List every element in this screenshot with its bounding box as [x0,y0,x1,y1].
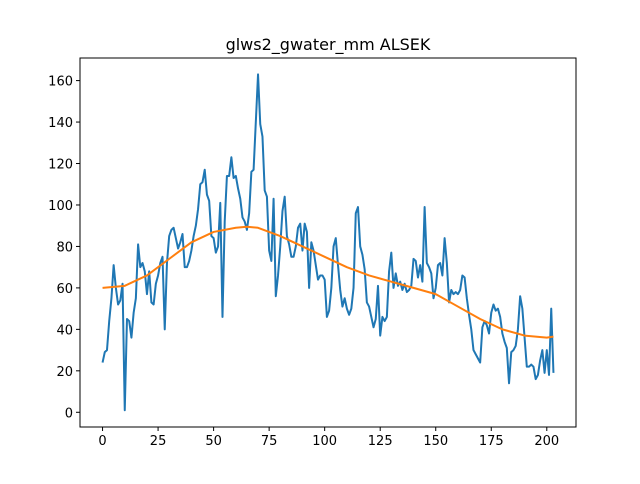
x-tick-label: 0 [98,434,106,449]
y-tick-label: 140 [48,116,73,131]
line-series [101,73,555,412]
y-tick-label: 0 [65,406,73,421]
y-tick-label: 100 [48,199,73,214]
plot-frame [79,57,577,428]
y-tick-label: 20 [56,365,73,380]
y-tick-label: 80 [56,240,73,255]
x-tick-label: 175 [479,434,504,449]
x-tick-label: 150 [423,434,448,449]
x-tick-label: 50 [205,434,222,449]
x-tick-label: 25 [150,434,167,449]
y-tick-label: 120 [48,158,73,173]
x-tick-label: 100 [312,434,337,449]
y-tick-label: 60 [56,282,73,297]
x-tick-label: 125 [368,434,393,449]
x-tick-label: 200 [534,434,559,449]
y-tick-label: 40 [56,323,73,338]
y-tick-label: 160 [48,75,73,90]
chart-title: glws2_gwater_mm ALSEK [226,35,431,55]
line-series [102,225,554,339]
x-tick-label: 75 [261,434,278,449]
